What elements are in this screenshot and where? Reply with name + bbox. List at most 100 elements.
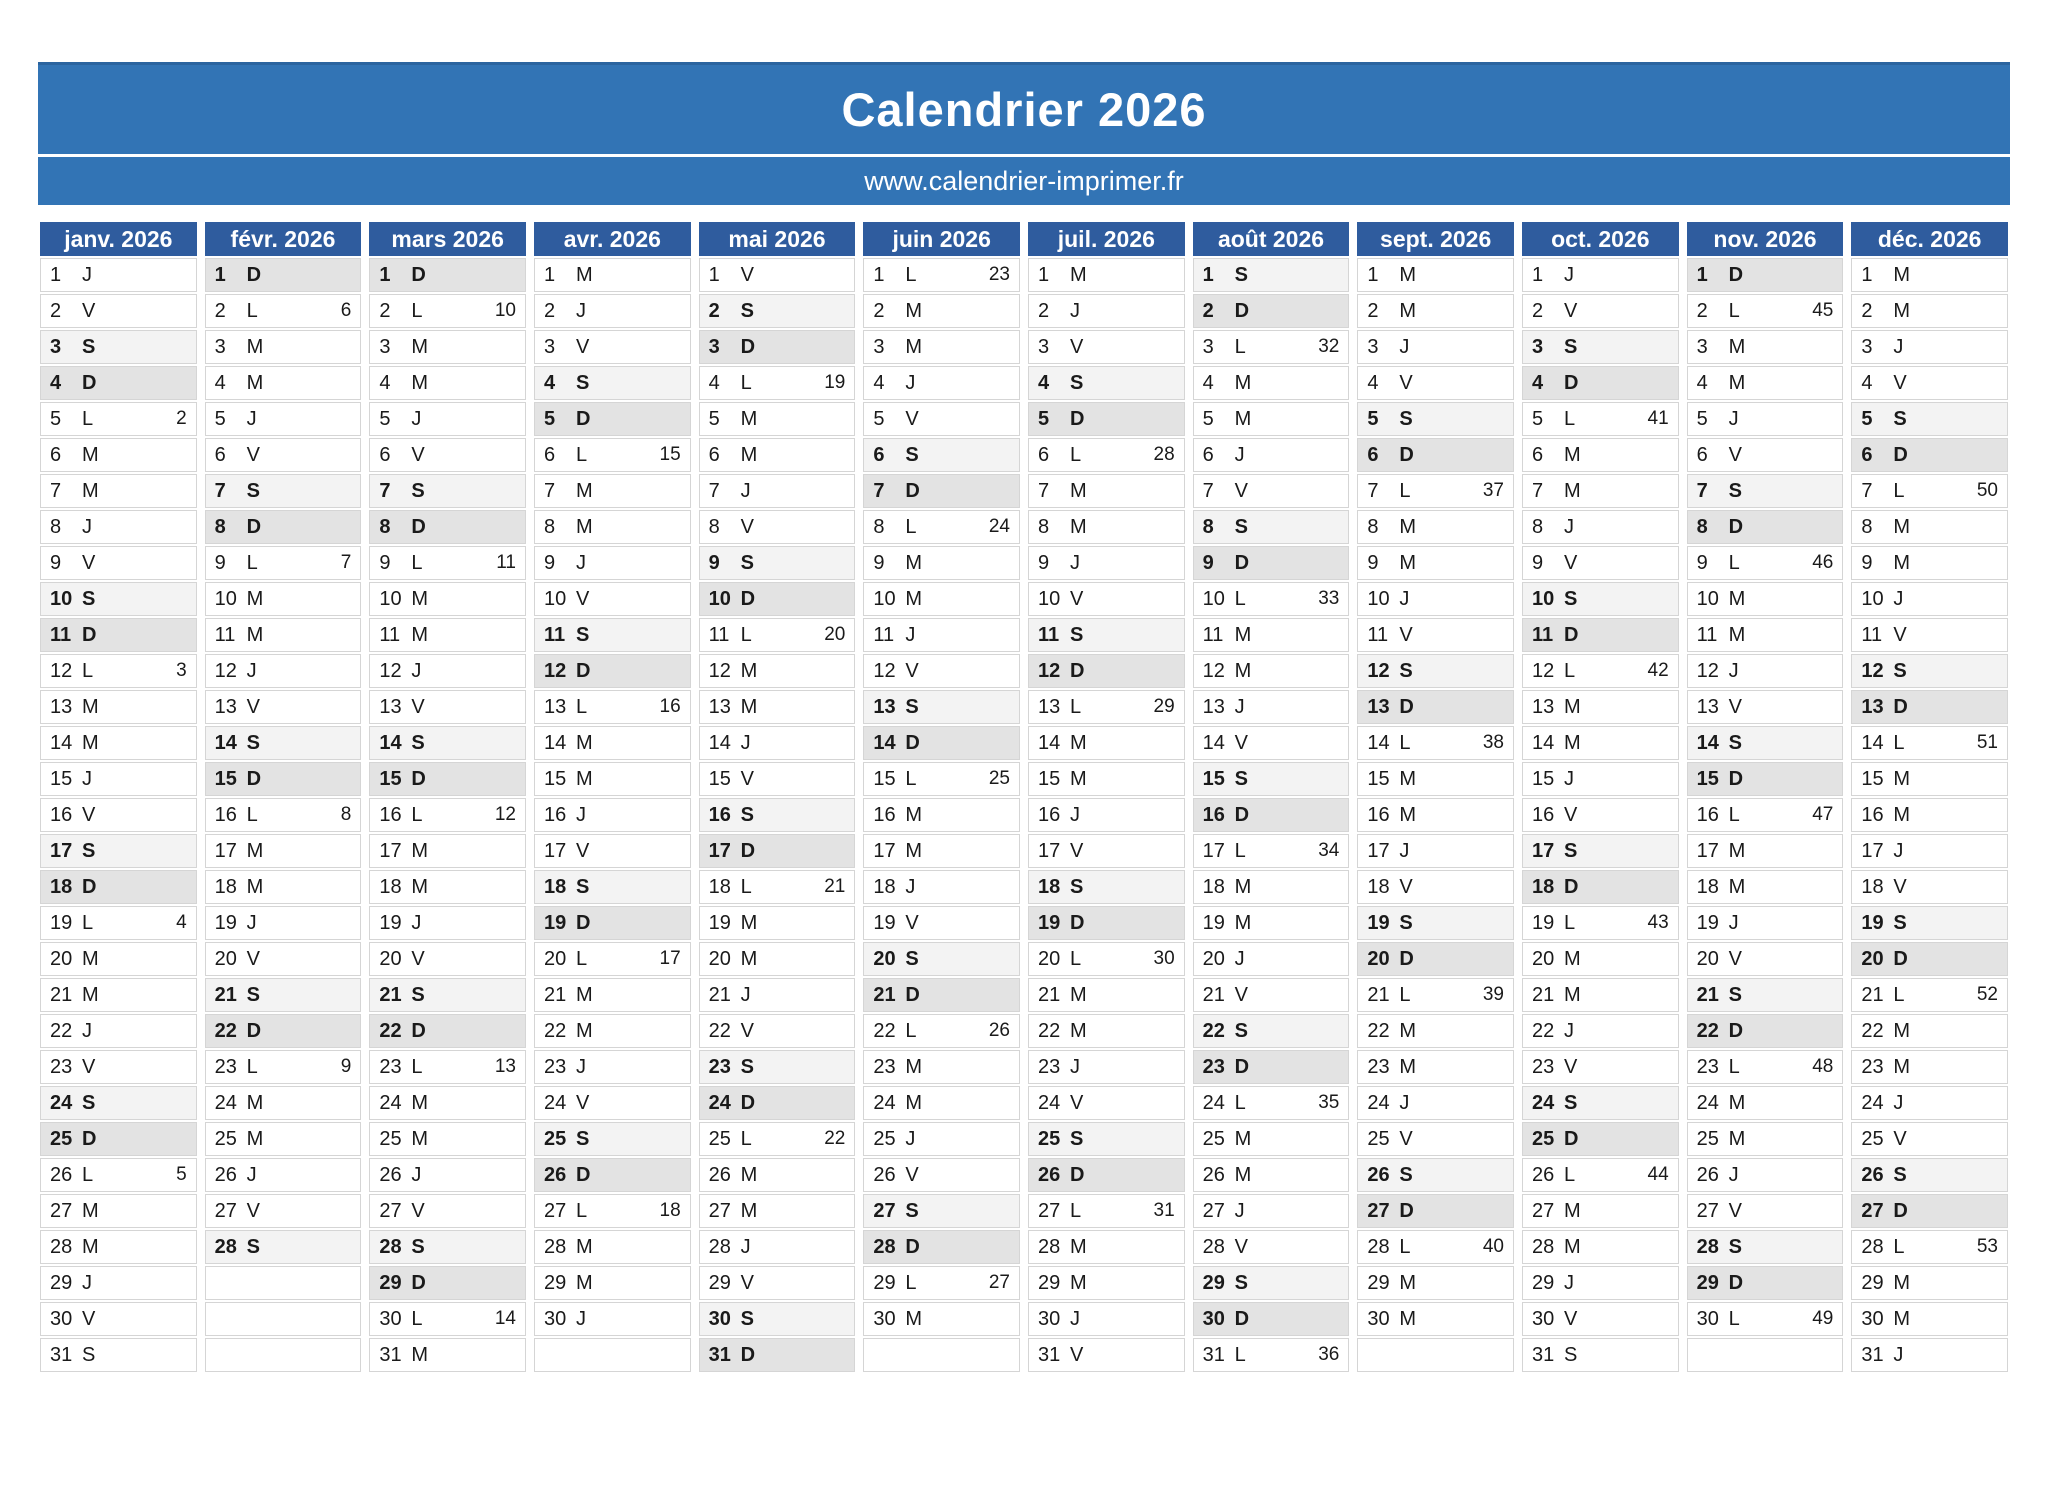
day-cell: 30 J [1028,1302,1185,1336]
weekday-letter: D [1728,1271,1744,1294]
day-number: 12 [544,659,567,682]
weekday-letter: D [1399,695,1414,718]
day-number: 25 [708,1127,731,1150]
weekday-letter: V [1564,551,1578,574]
weekday-letter: D [246,515,262,538]
day-number: 14 [544,731,567,754]
day-cell: 12 M [698,654,856,688]
weekday-letter: S [1234,767,1248,790]
day-number: 4 [50,371,62,394]
week-number: 41 [1647,408,1669,429]
weekday-letter: M [1234,407,1252,430]
week-number: 36 [1318,1344,1340,1365]
day-number: 11 [214,623,236,646]
day-number: 25 [1532,1127,1555,1150]
day-cell: 29 D [369,1266,526,1300]
day-cell: 19 J [204,906,362,940]
day-cell: 24 J [1357,1086,1514,1120]
day-number: 20 [1038,947,1061,970]
weekday-letter: M [1399,551,1416,574]
day-cell: 16 M [1851,798,2008,832]
day-cell: 30 M [1851,1302,2008,1336]
weekday-letter: D [1234,1055,1250,1078]
weekday-letter: M [411,1343,428,1366]
weekday-letter: S [576,1127,590,1150]
month-header: févr. 2026 [204,222,362,256]
day-cell: 27 V [369,1194,526,1228]
day-number: 13 [1038,695,1061,718]
weekday-letter: J [411,911,422,934]
weekday-letter: L [1234,1091,1246,1114]
day-number: 15 [1532,767,1555,790]
weekday-letter: M [576,983,593,1006]
day-cell: 14 M [1522,726,1679,760]
weekday-letter: J [246,407,257,430]
day-cell: 28 M [534,1230,691,1264]
day-cell: 21 M [40,978,197,1012]
day-number: 17 [1532,839,1555,862]
weekday-letter: S [740,551,754,574]
weekday-letter: V [1399,623,1413,646]
week-number: 23 [988,264,1010,285]
day-number: 4 [1696,371,1708,394]
weekday-letter: S [1564,335,1578,358]
day-number: 13 [379,695,402,718]
day-cell: 30 V [40,1302,197,1336]
day-number: 9 [873,551,885,574]
day-cell: 28 M [1028,1230,1185,1264]
weekday-letter: J [1234,695,1245,718]
day-cell: 16 L 12 [369,798,526,832]
day-number: 27 [1532,1199,1555,1222]
day-number: 26 [1202,1163,1225,1186]
weekday-letter: L [740,1127,752,1150]
day-cell: 31 L 36 [1192,1338,1350,1372]
day-number: 28 [50,1235,73,1258]
weekday-letter: M [246,1127,264,1150]
day-number: 15 [1861,767,1884,790]
day-cell: 11 J [863,618,1020,652]
day-number: 25 [873,1127,896,1150]
weekday-letter: V [82,551,96,574]
day-number: 8 [1861,515,1873,538]
weekday-letter: M [1728,1091,1746,1114]
day-number: 7 [1861,479,1873,502]
weekday-letter: M [82,443,99,466]
weekday-letter: L [1234,335,1246,358]
day-cell: 27 L 18 [534,1194,691,1228]
day-number: 22 [1532,1019,1555,1042]
day-cell: 24 M [863,1086,1020,1120]
weekday-letter: V [905,911,919,934]
week-number: 38 [1482,732,1504,753]
month-header: déc. 2026 [1851,222,2008,256]
day-number: 15 [1696,767,1719,790]
day-cell: 20 M [40,942,197,976]
weekday-letter: V [740,515,754,538]
day-cell: 26 S [1851,1158,2008,1192]
day-number: 18 [1038,875,1061,898]
weekday-letter: S [1399,659,1413,682]
day-number: 9 [1202,551,1214,574]
day-number: 21 [1202,983,1225,1006]
day-number: 11 [873,623,895,646]
day-number: 5 [214,407,226,430]
day-cell: 21 M [1028,978,1185,1012]
weekday-letter: M [576,479,593,502]
day-number: 8 [1038,515,1050,538]
day-cell: 29 V [698,1266,856,1300]
weekday-letter: L [1564,911,1576,934]
day-number: 16 [544,803,567,826]
day-number: 25 [379,1127,402,1150]
day-number: 17 [214,839,237,862]
week-number: 13 [494,1056,516,1077]
day-cell: 11 M [1192,618,1350,652]
day-cell: 22 M [1851,1014,2008,1048]
day-cell: 23 M [1357,1050,1514,1084]
weekday-letter: D [1234,551,1250,574]
